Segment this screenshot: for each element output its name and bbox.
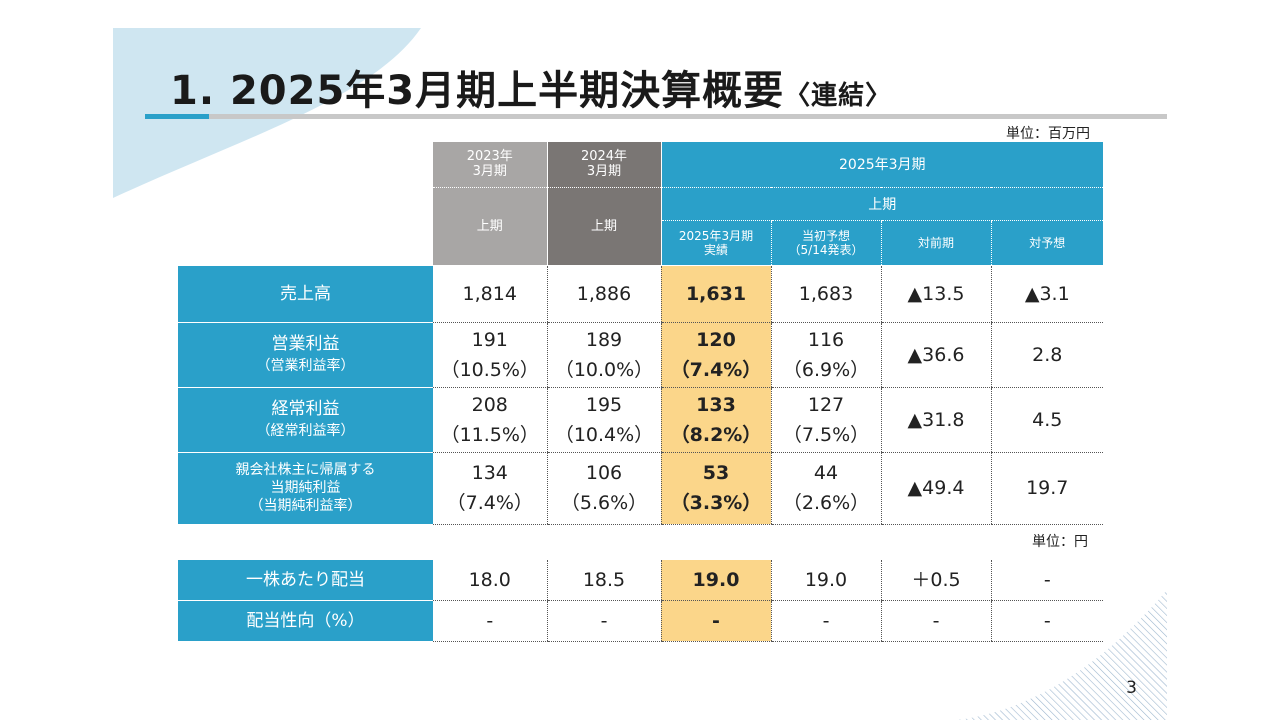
row-label-main: 経常利益 (271, 398, 340, 419)
cell: - (880, 600, 991, 642)
cell: ▲36.6 (880, 322, 991, 388)
table-row: 一株あたり配当 18.0 18.5 19.0 19.0 ＋0.5 - (178, 560, 1103, 601)
cell: 1,683 (770, 266, 881, 323)
row-label-dividend: 一株あたり配当 (178, 560, 433, 601)
cell: - (546, 600, 661, 642)
page-number: 3 (1126, 678, 1137, 698)
cell: 127 （7.5%） (770, 387, 881, 453)
cell: 44 （2.6%） (770, 452, 881, 525)
row-label-main: 営業利益 (271, 333, 340, 354)
decorative-curve-top-left (113, 28, 421, 198)
cell: ▲31.8 (880, 387, 991, 453)
header-actual: 2025年3月期 実績 (660, 219, 771, 265)
row-label-payout-ratio: 配当性向（%） (178, 600, 433, 642)
table-row: 経常利益 （経常利益率） 208 （11.5%） 195 （10.4%） 133… (178, 387, 1103, 453)
header-2024: 2024年 3月期 (546, 142, 661, 187)
header-2025: 2025年3月期 (660, 142, 1104, 187)
row-label-ordinary-income: 経常利益 （経常利益率） (178, 387, 433, 453)
row-label-sub: （経常利益率） (256, 422, 355, 439)
header-yoy: 対前期 (880, 219, 991, 265)
row-label-main: 親会社株主に帰属する 当期純利益 (235, 462, 376, 496)
page-title: 1. 2025年3月期上半期決算概要〈連結〉 (170, 68, 893, 114)
financial-table: 売上高 1,814 1,886 1,631 1,683 ▲13.5 ▲3.1 営… (178, 266, 1103, 525)
cell: ▲13.5 (880, 266, 991, 323)
header-half-2025: 上期 (660, 186, 1104, 220)
cell: 116 （6.9%） (770, 322, 881, 388)
title-underline-accent (145, 114, 209, 119)
cell: - (990, 560, 1103, 601)
table-row: 配当性向（%） - - - - - - (178, 600, 1103, 642)
page-title-sub: 〈連結〉 (784, 81, 893, 111)
row-label-sales: 売上高 (178, 266, 433, 323)
cell: - (770, 600, 881, 642)
dividend-table: 一株あたり配当 18.0 18.5 19.0 19.0 ＋0.5 - 配当性向（… (178, 560, 1103, 642)
header-half-2023: 上期 (433, 186, 547, 265)
header-2023: 2023年 3月期 (433, 142, 547, 187)
cell: 134 （7.4%） (433, 452, 547, 525)
cell-highlight: 120 （7.4%） (660, 322, 771, 388)
cell: 4.5 (990, 387, 1103, 453)
cell: 18.5 (546, 560, 661, 601)
table-row: 売上高 1,814 1,886 1,631 1,683 ▲13.5 ▲3.1 (178, 266, 1103, 323)
cell-highlight: 53 （3.3%） (660, 452, 771, 525)
cell: 189 （10.0%） (546, 322, 661, 388)
cell-highlight: - (660, 600, 771, 642)
cell: ▲3.1 (990, 266, 1103, 323)
cell-highlight: 1,631 (660, 266, 771, 323)
table-row: 親会社株主に帰属する 当期純利益 （当期純利益率） 134 （7.4%） 106… (178, 452, 1103, 525)
title-underline (209, 114, 1167, 119)
cell: 19.0 (770, 560, 881, 601)
row-label-sub: （当期純利益率） (249, 498, 362, 514)
cell: 1,814 (433, 266, 547, 323)
cell: 18.0 (433, 560, 547, 601)
cell: ＋0.5 (880, 560, 991, 601)
header-vs-forecast: 対予想 (990, 219, 1104, 265)
cell-highlight: 133 （8.2%） (660, 387, 771, 453)
decorative-hatch-bottom-right (957, 590, 1167, 720)
header-table: 2023年 3月期 2024年 3月期 2025年3月期 上期 上期 上期 20… (433, 142, 1104, 265)
unit-label-main: 単位：百万円 (1006, 126, 1090, 142)
cell: 208 （11.5%） (433, 387, 547, 453)
cell: 1,886 (546, 266, 661, 323)
table-row: 営業利益 （営業利益率） 191 （10.5%） 189 （10.0%） 120… (178, 322, 1103, 388)
cell: 2.8 (990, 322, 1103, 388)
cell-highlight: 19.0 (660, 560, 771, 601)
cell: - (433, 600, 547, 642)
header-half-2024: 上期 (546, 186, 661, 265)
row-label-operating-income: 営業利益 （営業利益率） (178, 322, 433, 388)
cell: 106 （5.6%） (546, 452, 661, 525)
slide: 1. 2025年3月期上半期決算概要〈連結〉 単位：百万円 2023年 3月期 … (113, 28, 1167, 720)
cell: 191 （10.5%） (433, 322, 547, 388)
row-label-net-income: 親会社株主に帰属する 当期純利益 （当期純利益率） (178, 452, 433, 525)
header-forecast: 当初予想 （5/14発表） (770, 219, 881, 265)
cell: - (990, 600, 1103, 642)
cell: 19.7 (990, 452, 1103, 525)
unit-label-dividend: 単位：円 (1032, 534, 1088, 550)
cell: ▲49.4 (880, 452, 991, 525)
row-label-sub: （営業利益率） (256, 357, 355, 374)
cell: 195 （10.4%） (546, 387, 661, 453)
